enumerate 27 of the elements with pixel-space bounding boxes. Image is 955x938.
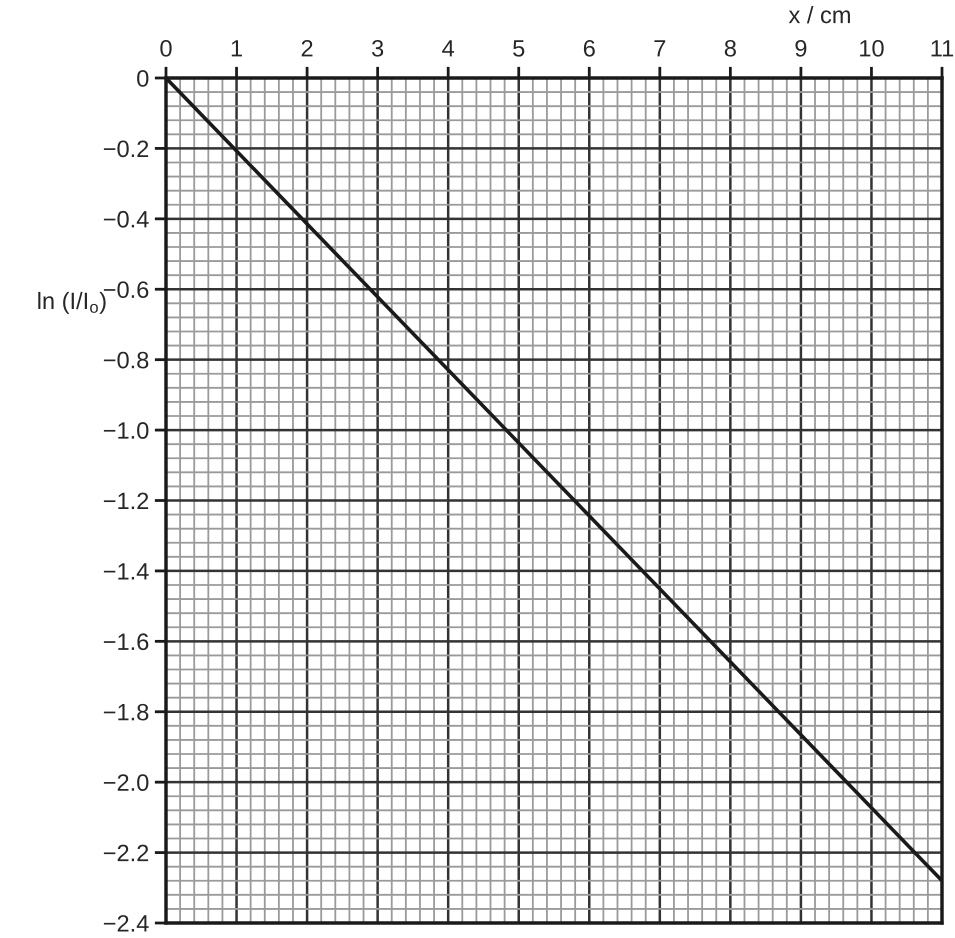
x-axis-title: x / cm xyxy=(788,6,850,24)
y-axis-title: ln (I/I$_{o}$) xyxy=(38,292,106,314)
x-tick-label: 10 xyxy=(860,40,884,57)
x-tick-label: 9 xyxy=(795,40,806,57)
y-tick-label: −1.4 xyxy=(104,563,149,580)
y-tick-label: 0 xyxy=(137,70,148,87)
x-tick-label: 8 xyxy=(724,40,736,57)
x-tick-label: 1 xyxy=(232,40,242,56)
x-tick-label: 11 xyxy=(932,40,954,56)
y-tick-label: −2.2 xyxy=(104,844,148,862)
x-tick-label: 6 xyxy=(584,40,595,57)
x-tick-label: 4 xyxy=(442,40,454,56)
y-tick-label: −2.0 xyxy=(104,774,148,791)
x-tick-label: 5 xyxy=(513,40,524,57)
y-tick-label: −1.6 xyxy=(104,633,148,650)
x-tick-label: 7 xyxy=(654,40,666,56)
y-tick-label: −0.4 xyxy=(104,210,149,228)
y-tick-label: −1.2 xyxy=(104,492,148,510)
y-tick-label: −0.2 xyxy=(104,140,148,158)
x-tick-label: 0 xyxy=(160,40,172,57)
x-tick-label: 2 xyxy=(302,40,312,56)
y-tick-label: −0.6 xyxy=(104,281,148,298)
y-tick-label: −1.8 xyxy=(104,704,148,721)
y-tick-label: −2.4 xyxy=(104,915,149,932)
y-tick-label: −1.0 xyxy=(104,422,148,439)
y-tick-label: −0.8 xyxy=(104,352,148,368)
x-tick-label: 3 xyxy=(372,40,384,57)
